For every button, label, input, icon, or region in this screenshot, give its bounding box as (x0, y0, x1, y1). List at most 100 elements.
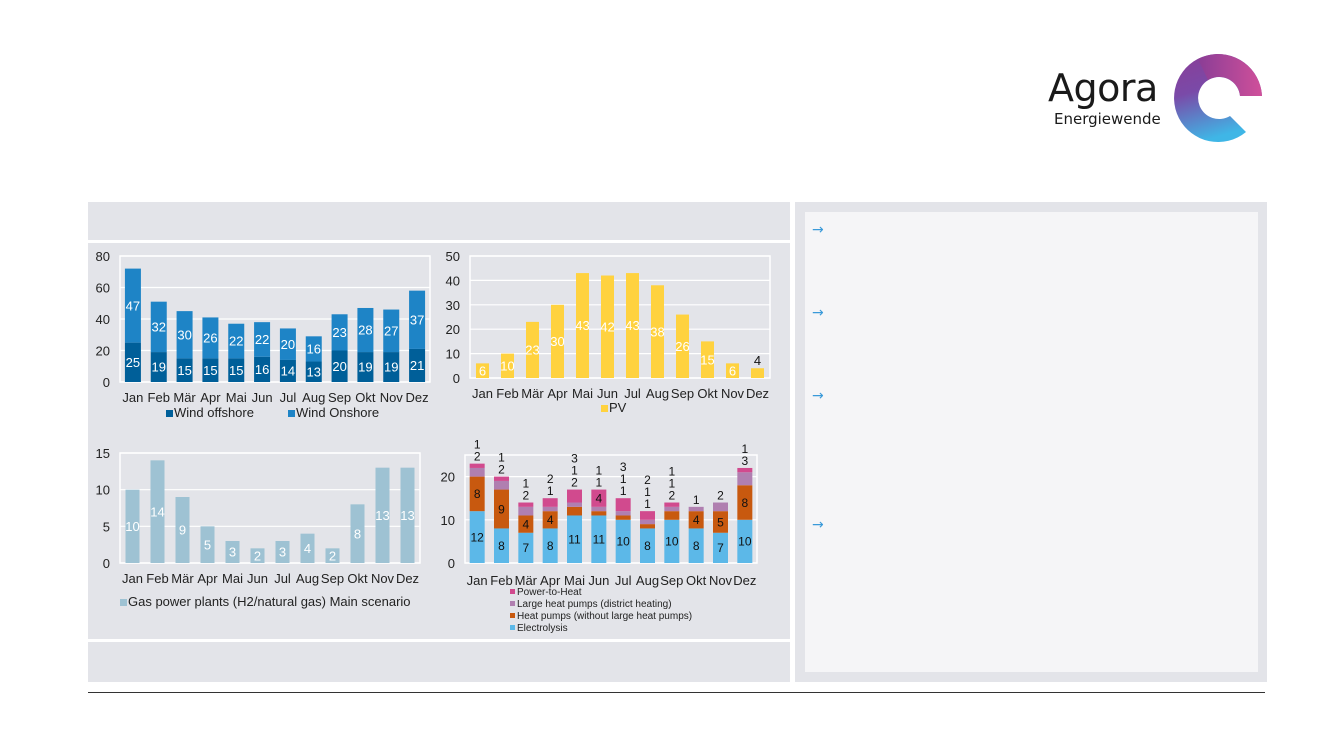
bar-segment (254, 356, 271, 382)
bar-segment (494, 476, 509, 481)
data-label: 1 (498, 451, 505, 465)
bar-segment (737, 467, 753, 473)
x-tick-label: Sep (660, 573, 683, 588)
data-label: 43 (625, 318, 639, 333)
x-tick-label: Okt (347, 571, 368, 586)
data-label: 8 (644, 539, 651, 553)
bar-segment (601, 275, 614, 378)
divider (88, 639, 790, 642)
bar-segment (494, 489, 509, 529)
x-tick-label: Mai (572, 386, 593, 401)
bar-segment (409, 290, 426, 349)
bar-segment (279, 359, 296, 382)
data-label: 32 (152, 320, 166, 335)
bar-segment (331, 350, 348, 382)
bar-segment (640, 528, 655, 563)
x-tick-label: Apr (540, 573, 561, 588)
data-label: 47 (126, 298, 140, 313)
data-label: 8 (498, 539, 505, 553)
y-tick-label: 30 (446, 298, 460, 313)
data-label: 1 (595, 464, 602, 478)
data-label: 4 (693, 513, 700, 527)
bar-segment (125, 489, 140, 563)
x-tick-label: Jan (467, 573, 488, 588)
data-label: 2 (522, 489, 529, 503)
data-label: 14 (281, 364, 295, 379)
bar-segment (469, 467, 485, 477)
legend-label: Electrolysis (517, 623, 568, 634)
data-label: 6 (479, 363, 486, 378)
x-tick-label: Mär (171, 571, 194, 586)
x-tick-label: Mai (226, 390, 247, 405)
y-tick-label: 80 (96, 249, 110, 264)
data-label: 13 (400, 508, 414, 523)
legend-swatch (120, 599, 127, 606)
data-label: 2 (329, 548, 336, 563)
x-tick-label: Mai (564, 573, 585, 588)
data-label: 42 (600, 319, 614, 334)
legend-label: Power-to-Heat (517, 587, 582, 598)
data-label: 1 (668, 477, 675, 491)
bar-segment (713, 511, 728, 533)
charts-panel (88, 202, 790, 682)
legend-swatch (510, 625, 515, 630)
data-label: 14 (150, 504, 164, 519)
x-tick-label: Aug (636, 573, 659, 588)
data-label: 1 (668, 465, 675, 479)
bar-segment (202, 358, 219, 382)
x-tick-label: Jul (274, 571, 291, 586)
bar-segment (640, 519, 655, 525)
data-label: 4 (522, 517, 529, 531)
bar-segment (518, 506, 534, 516)
data-label: 1 (595, 476, 602, 490)
data-label: 1 (620, 472, 627, 486)
arrow-right-icon: → (812, 388, 824, 404)
bar-segment (701, 341, 714, 378)
data-label: 10 (665, 535, 679, 549)
data-label: 30 (177, 327, 191, 342)
y-tick-label: 15 (96, 446, 110, 461)
data-label: 19 (152, 360, 166, 375)
data-label: 4 (754, 353, 761, 368)
bar-segment (383, 352, 400, 382)
chart-2: 0 10 20 30 40 50 6 Jan 10 Feb 23 Mär 30 Apr 43 Mai 42 Jun… (446, 249, 771, 415)
y-tick-label: 40 (446, 273, 460, 288)
legend-label: PV (609, 400, 627, 415)
x-tick-label: Jul (615, 573, 632, 588)
notes-box (805, 212, 1258, 672)
data-label: 20 (281, 337, 295, 352)
data-label: 19 (358, 360, 372, 375)
bar-segment (591, 489, 607, 507)
legend-swatch (510, 601, 515, 606)
data-label: 16 (255, 362, 269, 377)
data-label: 21 (410, 358, 424, 373)
data-label: 4 (304, 541, 311, 556)
bar-segment (542, 506, 558, 512)
arrow-right-icon: → (812, 222, 824, 238)
bar-segment (176, 358, 193, 382)
bar-segment (713, 532, 728, 563)
bar-segment (615, 515, 631, 520)
data-label: 2 (498, 463, 505, 477)
bar-segment (518, 532, 534, 563)
data-label: 22 (229, 334, 243, 349)
data-label: 12 (470, 530, 484, 544)
chart-4: 0102012821Jan8921Feb7421Mär8412Apr11213M… (441, 438, 758, 634)
bar-segment (664, 502, 680, 507)
bar-segment (175, 497, 190, 563)
data-label: 37 (410, 312, 424, 327)
x-tick-label: Dez (733, 573, 756, 588)
bar-segment (350, 504, 365, 563)
data-label: 16 (307, 342, 321, 357)
bar-segment (688, 506, 704, 512)
data-label: 1 (522, 477, 529, 491)
bar-segment (305, 361, 322, 382)
data-label: 2 (474, 450, 481, 464)
bar-segment (501, 353, 514, 378)
bar-segment (150, 352, 167, 382)
bar-segment (228, 323, 245, 359)
bar-segment (567, 515, 582, 563)
bar-segment (640, 511, 655, 520)
